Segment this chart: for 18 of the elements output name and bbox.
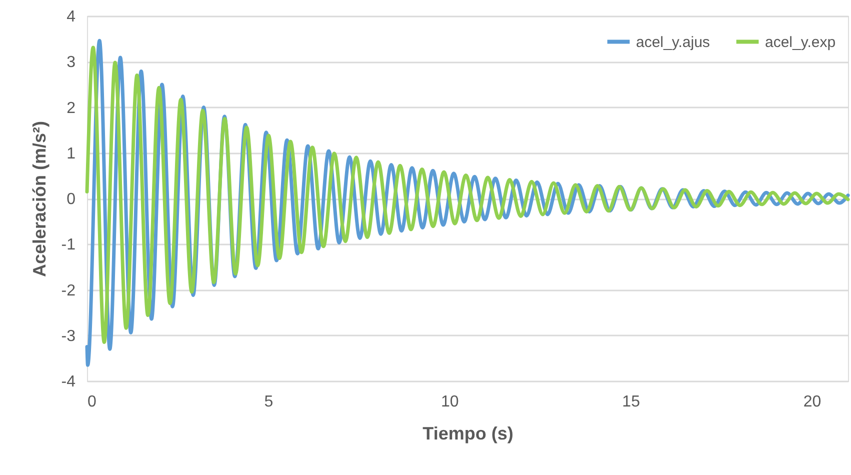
- x-axis-title: Tiempo (s): [422, 424, 514, 444]
- y-tick-label: 2: [66, 100, 76, 117]
- y-tick-label: 0: [66, 191, 76, 208]
- y-tick-label: 1: [66, 145, 76, 162]
- y-tick-label: -3: [61, 328, 76, 345]
- y-tick-label: -2: [61, 282, 76, 300]
- legend-label: acel_y.exp: [765, 34, 836, 51]
- y-axis-title: Aceleración (m/s²): [29, 120, 50, 278]
- x-tick-label: 0: [88, 394, 96, 410]
- legend-label: acel_y.ajus: [636, 34, 710, 51]
- x-tick-label: 20: [803, 394, 822, 410]
- y-tick-label: -4: [61, 374, 76, 390]
- x-tick-label: 10: [440, 394, 459, 410]
- y-tick-label: 4: [66, 8, 76, 26]
- x-tick-label: 15: [622, 394, 640, 410]
- x-tick-label: 5: [264, 394, 274, 410]
- y-tick-label: -1: [61, 236, 76, 254]
- y-tick-label: 3: [66, 54, 76, 72]
